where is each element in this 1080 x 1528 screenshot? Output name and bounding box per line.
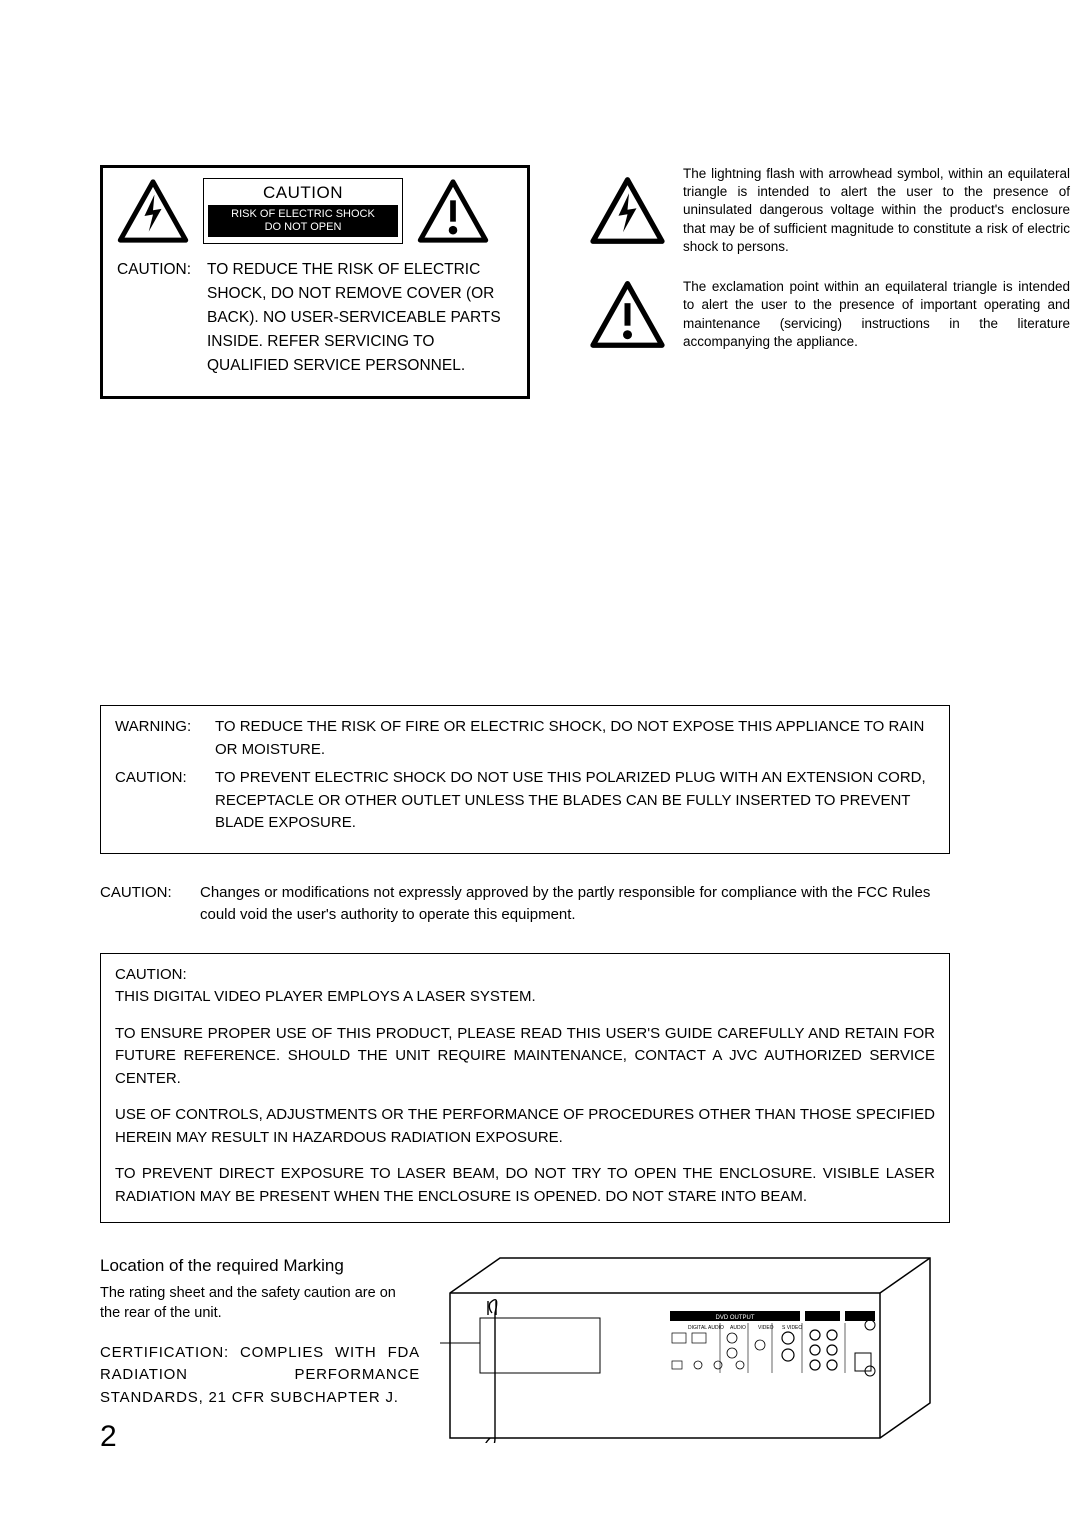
fcc-caution: CAUTION: Changes or modifications not ex… (100, 882, 970, 927)
lightning-explanation: The lightning flash with arrowhead symbo… (683, 165, 1070, 256)
exclamation-explanation: The exclamation point within an equilate… (683, 278, 1070, 351)
marking-title: Location of the required Marking (100, 1253, 420, 1279)
svg-text:VIDEO: VIDEO (758, 1325, 774, 1331)
symbol-explanations: The lightning flash with arrowhead symbo… (590, 165, 1070, 373)
caution-row: CAUTION: TO PREVENT ELECTRIC SHOCK DO NO… (115, 767, 935, 835)
laser-caution-box: CAUTION: THIS DIGITAL VIDEO PLAYER EMPLO… (100, 953, 950, 1224)
dvd-output-label: DVD OUTPUT (716, 1315, 755, 1321)
marking-left: Location of the required Marking The rat… (100, 1253, 420, 1409)
caution-sub1: RISK OF ELECTRIC SHOCK (231, 208, 375, 220)
fcc-label: CAUTION: (100, 882, 200, 927)
warning-label: WARNING: (115, 716, 215, 761)
marking-cert: CERTIFICATION: COMPLIES WITH FDA RADIATI… (100, 1342, 420, 1410)
exclamation-explanation-row: The exclamation point within an equilate… (590, 278, 1070, 351)
lightning-triangle-icon (117, 179, 189, 243)
caution-box: CAUTION RISK OF ELECTRIC SHOCK DO NOT OP… (100, 165, 530, 399)
caution-heading: CAUTION (208, 183, 398, 203)
lightning-explanation-row: The lightning flash with arrowhead symbo… (590, 165, 1070, 256)
svg-text:S VIDEO: S VIDEO (782, 1325, 802, 1331)
marking-section: Location of the required Marking The rat… (100, 1253, 970, 1443)
warning-row: WARNING: TO REDUCE THE RISK OF FIRE OR E… (115, 716, 935, 761)
warning-text: TO REDUCE THE RISK OF FIRE OR ELECTRIC S… (215, 716, 935, 761)
laser-p1: CAUTION: THIS DIGITAL VIDEO PLAYER EMPLO… (115, 964, 935, 1009)
caution-main-body: TO REDUCE THE RISK OF ELECTRIC SHOCK, DO… (207, 258, 513, 378)
svg-text:AUDIO: AUDIO (730, 1325, 746, 1331)
lightning-triangle-icon (590, 165, 665, 256)
warning-caution-box: WARNING: TO REDUCE THE RISK OF FIRE OR E… (100, 705, 950, 854)
svg-text:DIGITAL AUDIO: DIGITAL AUDIO (688, 1325, 724, 1331)
laser-p4: TO PREVENT DIRECT EXPOSURE TO LASER BEAM… (115, 1163, 935, 1208)
caution-sub: RISK OF ELECTRIC SHOCK DO NOT OPEN (208, 205, 398, 237)
caution-text: TO PREVENT ELECTRIC SHOCK DO NOT USE THI… (215, 767, 935, 835)
caution-main-text: CAUTION: TO REDUCE THE RISK OF ELECTRIC … (117, 258, 513, 378)
marking-sub: The rating sheet and the safety caution … (100, 1283, 420, 1324)
device-rear-illustration: DVD OUTPUT DIGITAL AUDIO AUDIO VIDEO S V… (440, 1253, 940, 1443)
laser-p1-text: THIS DIGITAL VIDEO PLAYER EMPLOYS A LASE… (115, 988, 536, 1005)
exclamation-triangle-icon (590, 278, 665, 351)
fcc-text: Changes or modifications not expressly a… (200, 882, 970, 927)
laser-p1-label: CAUTION: (115, 966, 187, 983)
laser-p3: USE OF CONTROLS, ADJUSTMENTS OR THE PERF… (115, 1104, 935, 1149)
caution-main-label: CAUTION: (117, 258, 207, 378)
page-number: 2 (100, 1420, 117, 1454)
caution-label: CAUTION: (115, 767, 215, 835)
caution-top-row: CAUTION RISK OF ELECTRIC SHOCK DO NOT OP… (117, 178, 513, 244)
caution-label-box: CAUTION RISK OF ELECTRIC SHOCK DO NOT OP… (203, 178, 403, 244)
caution-sub2: DO NOT OPEN (265, 221, 342, 233)
laser-p2: TO ENSURE PROPER USE OF THIS PRODUCT, PL… (115, 1023, 935, 1091)
exclamation-triangle-icon (417, 179, 489, 243)
